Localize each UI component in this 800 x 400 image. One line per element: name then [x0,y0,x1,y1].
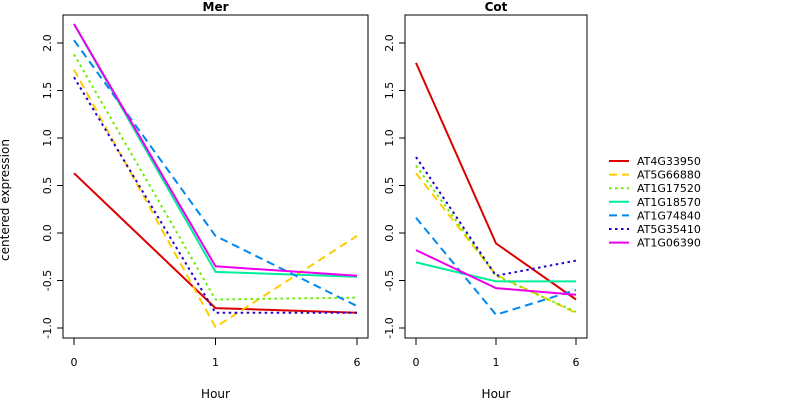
x-tick-label: 0 [413,356,420,369]
series-line-at1g18570 [415,261,576,283]
y-tick-label: 1.0 [383,129,396,147]
legend-item: AT1G18570 [609,196,701,209]
y-tick-label: 0.0 [383,224,396,242]
y-tick-label: 0.0 [41,224,54,242]
legend-item: AT1G17520 [609,182,701,195]
series-line-at5g35410 [73,76,357,314]
panel-mer: Mer -1.0 -0.5 0.0 0.5 1.0 1.5 2.0 0 1 6 Hour [41,0,369,400]
panel-title: Cot [485,0,508,14]
y-tick-label: 0.5 [41,177,54,195]
series-line-at1g17520 [73,53,358,301]
series-line-at5g66880 [73,69,358,329]
x-tick-label: 1 [212,356,219,369]
legend-item: AT1G06390 [609,237,701,250]
x-tick-label: 6 [354,356,361,369]
legend-label: AT4G33950 [637,155,701,168]
y-tick-label: -1.0 [383,317,396,338]
legend-label: AT1G74840 [637,209,701,222]
series-line-at5g35410 [415,156,577,277]
legend-label: AT1G18570 [637,196,701,209]
legend-label: AT1G17520 [637,182,701,195]
legend-label: AT5G66880 [637,169,701,182]
y-tick-label: -0.5 [383,270,396,291]
x-axis-label: Hour [201,387,230,400]
y-tick-label: 0.5 [383,177,396,195]
x-tick-label: 0 [71,356,78,369]
series-line-at1g06390 [415,249,577,296]
y-tick-label: 1.0 [41,129,54,147]
y-tick-label: -0.5 [41,270,54,291]
series-line-at4g33950 [73,172,358,314]
series-line-at1g74840 [415,217,577,316]
plot-frame [404,14,588,339]
plot-frame [62,14,369,339]
y-tick-label: 1.5 [383,82,396,100]
x-tick-label: 1 [493,356,500,369]
legend-item: AT4G33950 [609,155,701,168]
legend-item: AT1G74840 [609,209,701,222]
panel-cot: Cot -1.0 -0.5 0.0 0.5 1.0 1.5 2.0 0 1 6 Hour [383,0,588,400]
y-tick-label: 1.5 [41,82,54,100]
x-axis-label: Hour [482,387,511,400]
panel-title: Mer [203,0,229,14]
legend: AT4G33950AT5G66880AT1G17520AT1G18570AT1G… [609,155,701,250]
legend-label: AT1G06390 [637,237,701,250]
series-line-at4g33950 [415,62,577,301]
legend-item: AT5G66880 [609,169,701,182]
y-tick-label: 2.0 [383,34,396,52]
legend-label: AT5G35410 [637,223,701,236]
legend-item: AT5G35410 [609,223,701,236]
series-line-at1g06390 [73,23,358,277]
chart-panels: Mer -1.0 -0.5 0.0 0.5 1.0 1.5 2.0 0 1 6 Hour Cot -1.0… [41,0,588,400]
x-tick-label: 6 [573,356,580,369]
series-line-at1g18570 [73,23,358,278]
series-line-at5g66880 [415,172,577,314]
y-tick-label: 2.0 [41,34,54,52]
series-line-at1g17520 [415,165,577,313]
y-axis-label: centered expression [0,139,12,261]
y-tick-label: -1.0 [41,317,54,338]
